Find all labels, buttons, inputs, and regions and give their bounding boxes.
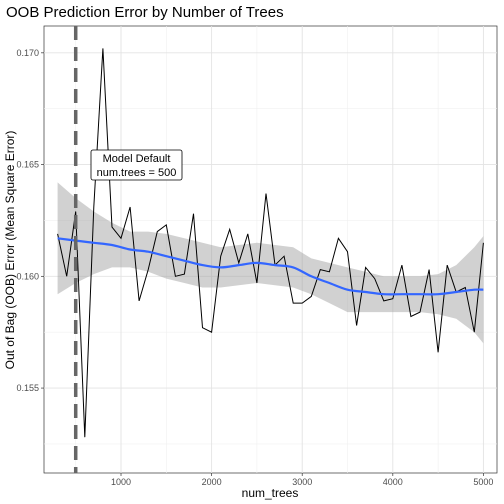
x-tick-label: 2000: [202, 477, 222, 487]
grid-major: [44, 26, 497, 473]
y-axis: 0.155 0.160 0.165 0.170: [16, 48, 44, 393]
x-tick-label: 3000: [292, 477, 312, 487]
confidence-band: [57, 182, 484, 344]
y-tick-label: 0.165: [16, 160, 39, 170]
y-axis-title: Out of Bag (OOB) Error (Mean Square Erro…: [3, 131, 17, 370]
annotation-box: [90, 149, 183, 181]
plot-panel: [43, 25, 498, 474]
annotation-line-1: Model Default: [103, 153, 171, 165]
observed-line-group: [57, 48, 484, 438]
x-tick-label: 4000: [383, 477, 403, 487]
x-tick-label: 1000: [111, 477, 131, 487]
x-axis: 1000 2000 3000 4000 5000: [111, 473, 493, 487]
annotation: Model Default num.trees = 500: [90, 149, 183, 181]
confidence-band-group: [57, 182, 484, 344]
y-tick-label: 0.155: [16, 383, 39, 393]
y-tick-label: 0.160: [16, 271, 39, 281]
oob-error-line: [57, 48, 484, 438]
chart-title: OOB Prediction Error by Number of Trees: [6, 4, 284, 21]
y-tick-label: 0.170: [16, 48, 39, 58]
smooth-line-group: [57, 237, 484, 296]
x-axis-title: num_trees: [242, 486, 299, 500]
smooth-trend-line: [57, 237, 484, 296]
annotation-line-2: num.trees = 500: [97, 167, 177, 179]
x-tick-label: 5000: [473, 477, 493, 487]
